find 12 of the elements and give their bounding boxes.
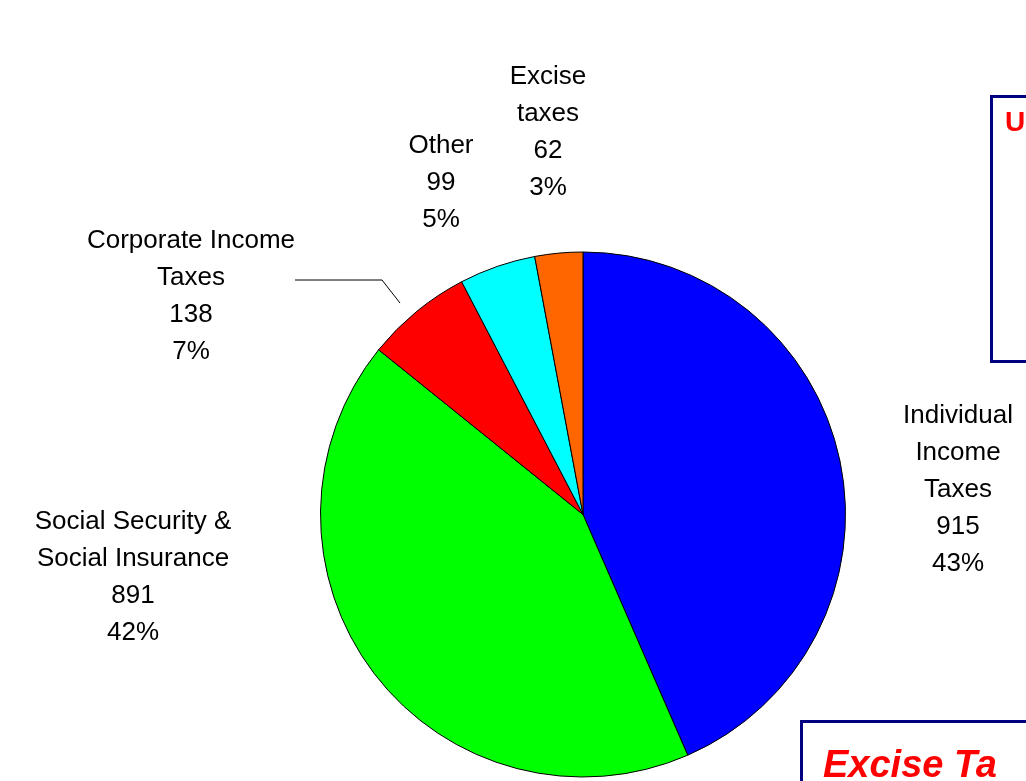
data-label: 915 43% [931,510,985,578]
data-label: 138 7% [169,298,213,366]
slice-label: Excise taxes [509,60,587,128]
data-label: 99 5% [422,166,460,234]
data-label: 891 42% [106,579,160,647]
slice-label: Other [408,129,474,160]
slice-label: Individual Income Taxes [903,399,1013,504]
slice-label: Social Security & Social Insurance [34,505,232,573]
text: U [990,95,1026,363]
slice-label: Corporate Income Taxes [86,224,296,292]
data-label: 62 3% [529,134,567,202]
text: Excise Ta [800,720,1026,781]
